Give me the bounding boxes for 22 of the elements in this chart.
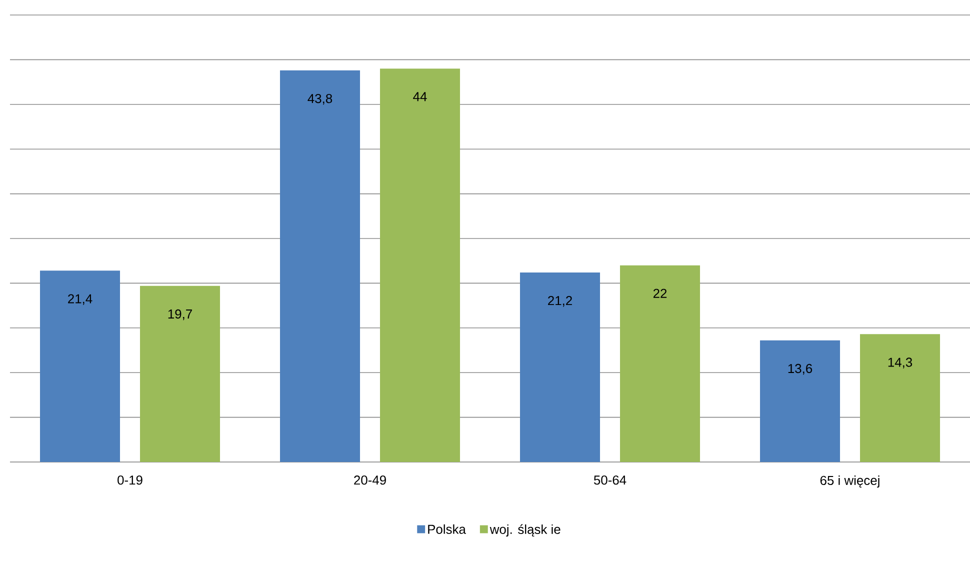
bar (620, 265, 700, 462)
data-label: 21,4 (68, 294, 92, 305)
bar (140, 286, 220, 462)
x-tick-label: 20-49 (354, 476, 386, 485)
data-label: 14,3 (888, 358, 912, 368)
data-label: 19,7 (168, 309, 192, 320)
data-label: 13,6 (788, 364, 812, 375)
data-label: 44 (413, 92, 427, 102)
bar (280, 70, 360, 462)
x-tick-label: 0-19 (118, 476, 142, 485)
data-label: 21,2 (548, 296, 572, 307)
x-tick-label: 65 i więcej (820, 476, 880, 488)
x-tick-label: 50-64 (594, 476, 626, 485)
bar (860, 334, 940, 462)
bar (40, 270, 120, 462)
legend-label: woj. śląsk ie (490, 524, 560, 537)
bar (520, 272, 600, 462)
bar (380, 68, 460, 462)
legend-label: Polska (428, 524, 466, 534)
data-label: 43,8 (308, 94, 332, 105)
bar (760, 340, 840, 462)
data-label: 22 (653, 288, 667, 298)
